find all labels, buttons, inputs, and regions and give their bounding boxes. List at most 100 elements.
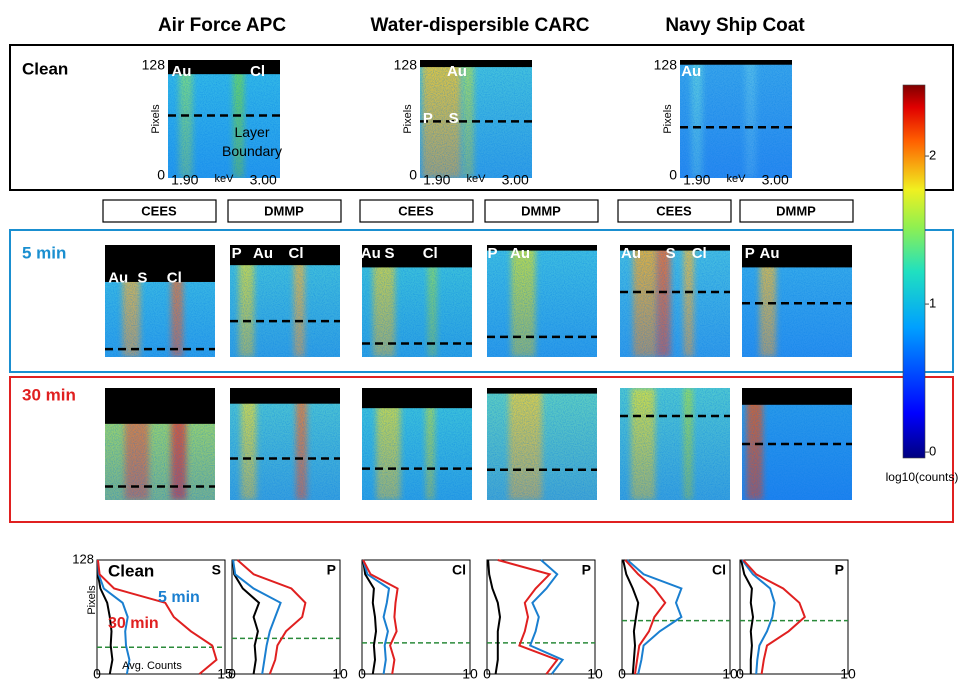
axis-label: keV (727, 173, 747, 185)
column-title: Navy Ship Coat (665, 15, 805, 36)
y-tick-label: 128 (654, 57, 678, 73)
element-label: Cl (712, 562, 726, 578)
element-label: Au (171, 63, 191, 80)
row-label: 5 min (22, 243, 66, 262)
agent-label: CEES (656, 203, 692, 218)
column-title: Air Force APC (158, 15, 286, 36)
element-label: Au (621, 245, 641, 262)
element-label: S (449, 110, 459, 127)
legend-label: 5 min (158, 589, 200, 606)
heatmap (620, 388, 730, 500)
element-label: Au (681, 63, 701, 80)
heatmap-vacuum (230, 245, 340, 265)
agent-label: DMMP (521, 203, 561, 218)
y-tick-label: 128 (142, 57, 166, 73)
axis-label: Pixels (150, 104, 162, 134)
x-tick-label: 1.90 (423, 172, 450, 188)
heatmap-vacuum (487, 245, 597, 251)
column-title: Water-dispersible CARC (371, 15, 590, 36)
y-tick-label: 128 (394, 57, 418, 73)
agent-label: DMMP (776, 203, 816, 218)
element-label: P (835, 562, 844, 578)
heatmap (487, 388, 597, 500)
legend-label: Clean (108, 561, 154, 580)
element-label: P (327, 562, 336, 578)
element-label: P (423, 110, 433, 127)
x-tick-label: 3.00 (502, 172, 529, 188)
heatmap-vacuum (362, 388, 472, 408)
x-tick-label: 0 (228, 666, 236, 680)
element-label: Cl (167, 270, 182, 287)
element-label: Cl (452, 562, 466, 578)
heatmap-vacuum (230, 388, 340, 404)
axis-label: Pixels (402, 104, 414, 134)
heatmap (105, 245, 215, 357)
y-tick-label: 128 (72, 551, 94, 566)
annotation: Layer (234, 124, 269, 140)
axis-label: Pixels (662, 104, 674, 134)
axis-label: Avg. Counts (122, 660, 182, 672)
heatmap (420, 60, 532, 178)
plot-frame (232, 560, 340, 674)
heatmap-noise (620, 388, 730, 500)
element-label: S (384, 245, 394, 262)
axis-label: keV (467, 173, 487, 185)
element-label: Cl (289, 245, 304, 262)
colorbar-tick-label: 0 (929, 444, 936, 459)
element-label: Au (361, 245, 381, 262)
heatmap (230, 388, 340, 500)
heatmap-vacuum (742, 388, 852, 405)
annotation: Boundary (222, 143, 282, 159)
y-tick-label: 0 (669, 167, 677, 183)
figure: Air Force APC Water-dispersible CARC Navy … (0, 0, 969, 680)
colorbar-label: log10(counts) (886, 470, 959, 484)
y-tick-label: 0 (409, 167, 417, 183)
x-tick-label: 0 (618, 666, 626, 680)
element-label: P (232, 245, 242, 262)
legend-label: 30 min (108, 615, 159, 632)
row-label: 30 min (22, 385, 76, 404)
element-label: Cl (423, 245, 438, 262)
x-tick-label: 10 (587, 666, 603, 680)
heatmap (362, 388, 472, 500)
x-tick-label: 0 (93, 666, 101, 680)
x-tick-label: 1.90 (171, 172, 198, 188)
heatmap-noise (487, 388, 597, 500)
heatmap-vacuum (487, 388, 597, 394)
element-label: Au (447, 63, 467, 80)
element-label: Au (108, 270, 128, 287)
heatmap-vacuum (420, 60, 532, 67)
axis-label: keV (215, 173, 235, 185)
x-tick-label: 3.00 (250, 172, 277, 188)
agent-label: CEES (398, 203, 434, 218)
heatmap (230, 245, 340, 357)
element-label: P (487, 245, 497, 262)
heatmap-noise (420, 60, 532, 178)
heatmap (487, 245, 597, 357)
element-label: Au (510, 245, 530, 262)
plot-frame (487, 560, 595, 674)
x-tick-label: 10 (332, 666, 348, 680)
heatmap (105, 388, 215, 500)
row-label: Clean (22, 59, 68, 78)
x-tick-label: 10 (840, 666, 856, 680)
agent-label: DMMP (264, 203, 304, 218)
agent-label: CEES (141, 203, 177, 218)
element-label: S (666, 245, 676, 262)
x-tick-label: 0 (358, 666, 366, 680)
y-tick-label: 0 (157, 167, 165, 183)
element-label: S (212, 562, 221, 578)
x-tick-label: 1.90 (683, 172, 710, 188)
element-label: S (137, 270, 147, 287)
axis-label: Pixels (86, 585, 98, 615)
element-label: Au (253, 245, 273, 262)
colorbar-tick-label: 2 (929, 147, 936, 162)
x-tick-label: 0 (736, 666, 744, 680)
element-label: P (582, 562, 591, 578)
element-label: Cl (250, 63, 265, 80)
heatmap-noise (230, 388, 340, 500)
element-label: P (745, 245, 755, 262)
element-label: Au (760, 245, 780, 262)
heatmap-vacuum (105, 388, 215, 424)
heatmap (742, 245, 852, 357)
